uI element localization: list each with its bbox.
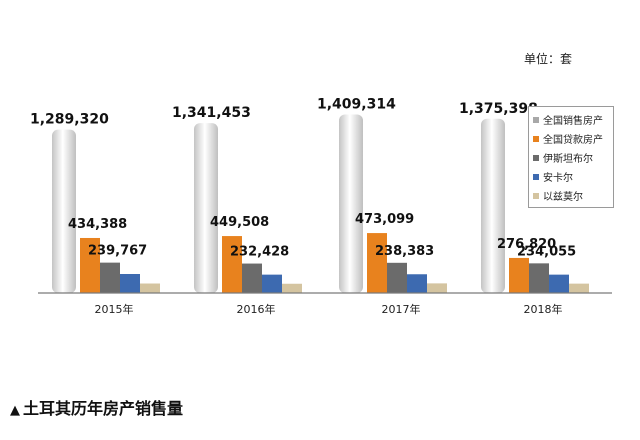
legend-label-3: 伊斯坦布尔 xyxy=(543,154,593,165)
bar-1-3 xyxy=(339,114,363,293)
bar-3-2 xyxy=(242,263,262,293)
bar-3-1 xyxy=(100,262,120,293)
chart-legend: 全国销售房产 全国贷款房产 伊斯坦布尔安卡尔以兹莫尔 xyxy=(528,106,614,208)
bar-5-1 xyxy=(140,283,160,293)
bar-1-1 xyxy=(52,129,76,293)
legend-swatch-2 xyxy=(533,135,539,142)
bar-2-2 xyxy=(222,236,242,293)
data-label-1-1: 1,289,320 xyxy=(30,112,109,128)
legend-item-5: 以兹莫尔 xyxy=(533,186,609,205)
caption-title: 土耳其历年房产销售量 xyxy=(23,399,184,418)
bar-1-4 xyxy=(481,118,505,293)
data-label-2-3: 473,099 xyxy=(355,212,414,227)
legend-item-2: 全国贷款房产 xyxy=(533,129,609,148)
data-label-1-4: 1,375,398 xyxy=(459,101,538,117)
bar-5-3 xyxy=(427,283,447,293)
bar-1-2 xyxy=(194,123,218,294)
bar-4-1 xyxy=(120,274,140,293)
data-label-2-1: 434,388 xyxy=(68,217,127,232)
x-tick-label-1: 2015年 xyxy=(95,302,134,316)
data-label-1-2: 1,341,453 xyxy=(172,105,251,121)
legend-label-2: 全国贷款房产 xyxy=(543,135,603,146)
legend-item-1: 全国销售房产 xyxy=(533,110,609,129)
legend-swatch-4 xyxy=(533,173,539,180)
bar-4-4 xyxy=(549,274,569,293)
legend-swatch-1 xyxy=(533,116,539,123)
bar-2-4 xyxy=(509,257,529,293)
bar-4-3 xyxy=(407,274,427,293)
bar-5-2 xyxy=(282,283,302,293)
legend-swatch-3 xyxy=(533,154,539,161)
triangle-marker-icon: ▲ xyxy=(10,403,20,418)
x-tick-label-3: 2017年 xyxy=(382,302,421,316)
data-label-3-2: 232,428 xyxy=(230,245,289,260)
data-label-1-3: 1,409,314 xyxy=(317,96,396,112)
bar-3-4 xyxy=(529,263,549,293)
x-tick-label-2: 2016年 xyxy=(237,302,276,316)
legend-label-5: 以兹莫尔 xyxy=(543,192,583,203)
bar-2-3 xyxy=(367,233,387,293)
bar-5-4 xyxy=(569,283,589,293)
legend-label-1: 全国销售房产 xyxy=(543,116,603,127)
legend-swatch-5 xyxy=(533,192,539,199)
unit-label: 单位：套 xyxy=(524,52,573,66)
legend-label-4: 安卡尔 xyxy=(543,173,573,184)
legend-item-4: 安卡尔 xyxy=(533,167,609,186)
data-label-3-4: 234,055 xyxy=(517,244,576,259)
data-label-2-2: 449,508 xyxy=(210,215,269,230)
data-label-2-4: 276,820 xyxy=(497,237,556,252)
bar-4-2 xyxy=(262,274,282,293)
chart-caption: ▲ 土耳其历年房产销售量 xyxy=(10,395,183,419)
bar-2-1 xyxy=(80,237,100,293)
data-label-3-3: 238,383 xyxy=(375,244,434,259)
legend-item-3: 伊斯坦布尔 xyxy=(533,148,609,167)
x-tick-label-4: 2018年 xyxy=(524,302,563,316)
bar-3-3 xyxy=(387,262,407,293)
data-label-3-1: 239,767 xyxy=(88,244,147,259)
